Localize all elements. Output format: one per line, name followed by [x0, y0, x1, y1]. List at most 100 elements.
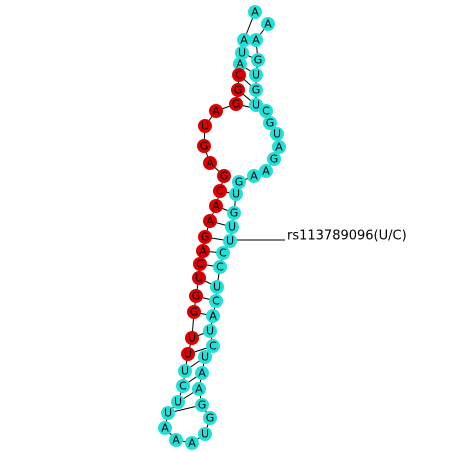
nucleotide-letter: A: [195, 383, 203, 396]
nucleotide-5p: A: [209, 104, 223, 118]
nucleotide-letter: U: [164, 407, 172, 420]
nucleotide-3p: U: [198, 427, 212, 441]
nucleotide-circle: [270, 127, 284, 141]
nucleotide-letter: U: [213, 281, 221, 294]
nucleotide-letter: A: [264, 18, 272, 31]
nucleotide-5p: C: [176, 379, 190, 393]
nucleotide-letter: A: [250, 170, 258, 183]
nucleotide-circle: [178, 364, 192, 378]
nucleotide-circle: [217, 169, 231, 183]
nucleotide-3p: A: [192, 382, 206, 396]
nucleotide-3p: U: [229, 187, 243, 201]
nucleotide-circle: [263, 116, 277, 130]
nucleotide-circle: [198, 119, 212, 133]
nucleotide-5p: C: [193, 257, 207, 271]
nucleotide-letter: G: [270, 153, 279, 166]
nucleotide-circle: [192, 382, 206, 396]
nucleotide-circle: [169, 433, 183, 447]
nucleotide-circle: [229, 187, 243, 201]
nucleotide-5p: U: [185, 331, 199, 345]
nucleotide-letter: C: [216, 261, 224, 274]
nucleotide-circle: [185, 436, 199, 450]
nucleotide-3p: A: [259, 164, 273, 178]
nucleotide-letter: A: [206, 157, 214, 170]
nucleotide-3p: C: [206, 339, 220, 353]
snp-label: rs113789096(U/C): [287, 229, 407, 244]
nucleotide-5p: G: [217, 169, 231, 183]
nucleotide-3p: U: [249, 68, 263, 82]
nucleotide-circle: [261, 17, 275, 31]
nucleotide-circle: [225, 220, 239, 234]
nucleotide-letter: U: [226, 235, 234, 248]
nucleotide-letter: A: [212, 105, 220, 118]
nucleotide-5p: G: [198, 230, 212, 244]
nucleotide-5p: U: [178, 364, 192, 378]
nucleotide-circle: [176, 379, 190, 393]
nucleotide-loop: A: [169, 433, 183, 447]
nucleotide-circle: [196, 244, 210, 258]
nucleotide-letter: U: [174, 396, 182, 409]
nucleotide-3p: G: [267, 152, 281, 166]
nucleotide-5p: G: [231, 83, 245, 97]
nucleotide-circle: [181, 347, 195, 361]
nucleotide-circle: [192, 271, 206, 285]
nucleotide-loop: A: [158, 421, 172, 435]
nucleotide-letter: G: [235, 176, 244, 189]
nucleotide-3p: G: [203, 411, 217, 425]
nucleotide-5p: G: [197, 139, 211, 153]
nucleotide-letter: G: [200, 140, 209, 153]
nucleotide-3p: U: [249, 98, 263, 112]
nucleotide-3p: A: [272, 140, 286, 154]
nucleotide-circle: [195, 398, 209, 412]
nucleotide-letter: G: [192, 290, 201, 303]
nucleotide-letter: G: [254, 54, 263, 67]
nucleotide-5p: G: [187, 305, 201, 319]
nucleotide-circle: [213, 184, 227, 198]
nucleotide-letter: C: [212, 295, 220, 308]
nucleotide-letter: A: [252, 34, 260, 47]
nucleotide-letter: A: [172, 434, 180, 447]
nucleotide-5p: A: [237, 33, 251, 47]
nucleotide-letter: A: [262, 165, 270, 178]
nucleotide-letter: C: [216, 185, 224, 198]
nucleotide-circle: [198, 350, 212, 364]
nucleotide-3p: A: [247, 169, 261, 183]
nucleotide-circle: [249, 33, 263, 47]
nucleotide-letter: U: [201, 351, 209, 364]
nucleotide-5p: A: [233, 57, 247, 71]
nucleotide-letter: A: [206, 215, 214, 228]
nucleotide-5p: A: [196, 244, 210, 258]
nucleotide-5p: C: [232, 68, 246, 82]
nucleotide-5p: U: [235, 46, 249, 60]
nucleotide-letter: U: [238, 47, 246, 60]
nucleotide-5p: U: [171, 395, 185, 409]
nucleotide-circle: [210, 280, 224, 294]
nucleotide-circle: [209, 199, 223, 213]
nucleotide-letter: G: [230, 207, 239, 220]
nucleotide-letter: G: [266, 117, 275, 130]
nucleotide-letter: A: [236, 58, 244, 71]
nucleotide-3p: C: [213, 260, 227, 274]
nucleotide-letter: U: [201, 428, 209, 441]
nucleotide-letter: C: [235, 69, 243, 82]
nucleotide-3p: G: [195, 398, 209, 412]
nucleotide-3p: A: [249, 33, 263, 47]
nucleotide-circle: [248, 5, 262, 19]
nucleotide-letter: C: [209, 340, 217, 353]
nucleotide-circle: [267, 152, 281, 166]
nucleotide-circle: [171, 395, 185, 409]
nucleotide-3p: U: [203, 324, 217, 338]
nucleotide-letter: G: [234, 84, 243, 97]
nucleotide-circle: [237, 33, 251, 47]
nucleotide-circle: [232, 175, 246, 189]
nucleotide-5p: U: [198, 119, 212, 133]
nucleotide-circle: [247, 169, 261, 183]
nucleotide-letter: C: [219, 247, 227, 260]
nucleotide-5p: A: [203, 214, 217, 228]
nucleotide-letter: G: [190, 306, 199, 319]
nucleotide-circle: [185, 331, 199, 345]
nucleotide-letter: U: [184, 348, 192, 361]
nucleotide-3p: U: [198, 350, 212, 364]
nucleotide-circle: [259, 164, 273, 178]
nucleotide-letter: G: [198, 399, 207, 412]
